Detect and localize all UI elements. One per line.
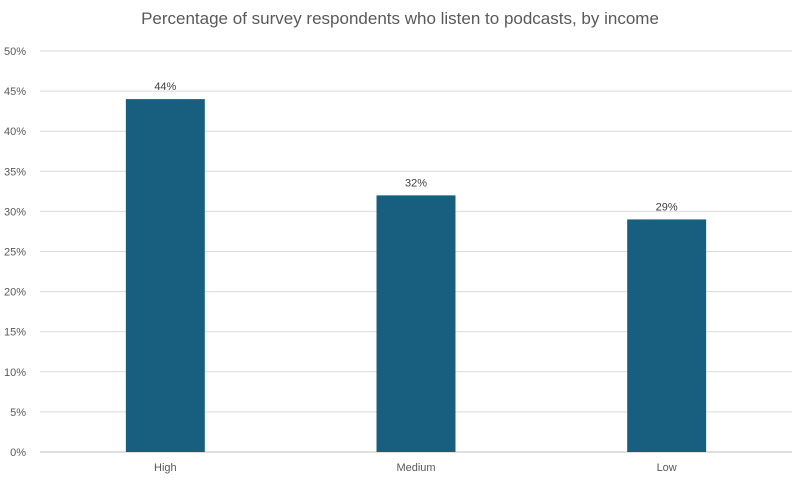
bar-high [125,99,205,453]
x-axis-tick-labels: High Medium Low [154,462,677,474]
y-axis-tick-labels: 0% 5% 10% 15% 20% 25% 30% 35% 40% 45% 50% [4,46,26,459]
x-tick-label: Medium [396,462,435,474]
y-tick-label: 5% [10,407,26,419]
y-tick-label: 45% [4,86,26,98]
y-tick-label: 30% [4,206,26,218]
data-label: 32% [405,177,427,189]
x-tick-label: Low [657,462,677,474]
y-tick-label: 40% [4,126,26,138]
y-tick-label: 35% [4,166,26,178]
chart-title: Percentage of survey respondents who lis… [141,9,659,28]
data-labels: 44% 32% 29% [154,81,678,213]
y-tick-label: 50% [4,46,26,58]
y-tick-label: 15% [4,327,26,339]
data-label: 44% [154,81,176,93]
data-label: 29% [656,201,678,213]
bar-medium [376,195,456,453]
bar-low [627,219,707,452]
y-tick-label: 25% [4,247,26,259]
y-tick-label: 10% [4,367,26,379]
y-tick-label: 0% [10,447,26,459]
y-tick-label: 20% [4,287,26,299]
bars [125,99,707,453]
x-tick-label: High [154,462,177,474]
